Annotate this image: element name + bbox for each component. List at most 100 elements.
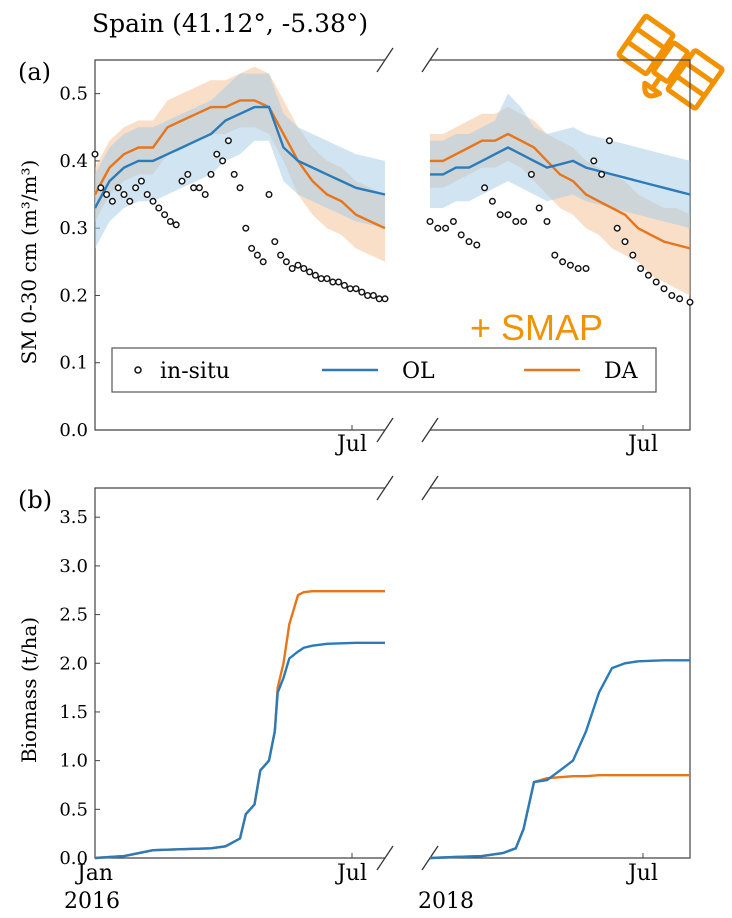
- insitu-point: [535, 204, 543, 212]
- insitu-point: [660, 285, 668, 293]
- ytick-label-1-3: 1.5: [59, 702, 88, 723]
- legend: in-situ OL DA: [111, 347, 657, 393]
- insitu-point: [644, 271, 652, 279]
- line-da-0-1: [430, 132, 691, 250]
- insitu-point: [259, 258, 267, 266]
- ytick-label-1-1: 0.5: [59, 799, 88, 820]
- ytick-label-0-1: 0.1: [59, 353, 88, 374]
- insitu-point: [340, 281, 348, 289]
- insitu-point: [543, 217, 551, 225]
- insitu-point: [465, 238, 473, 246]
- line-ol-0-1: [430, 146, 691, 196]
- insitu-point: [195, 184, 203, 192]
- line-da-0-0: [93, 99, 386, 230]
- ytick-label-1-5: 2.5: [59, 605, 88, 626]
- insitu-point: [559, 258, 567, 266]
- insitu-point: [668, 292, 676, 300]
- band-da-0-0: [95, 66, 385, 262]
- insitu-point: [282, 258, 290, 266]
- line-ol-0-0: [93, 105, 386, 209]
- insitu-point: [686, 298, 694, 306]
- insitu-point: [132, 184, 140, 192]
- insitu-point: [481, 184, 489, 192]
- insitu-point: [277, 251, 285, 259]
- insitu-point: [346, 285, 354, 293]
- insitu-point: [488, 197, 496, 205]
- axis-break-mark-0-2: [421, 47, 439, 73]
- insitu-point: [311, 271, 319, 279]
- insitu-point: [172, 221, 180, 229]
- insitu-point: [496, 211, 504, 219]
- insitu-point: [207, 170, 215, 178]
- insitu-point: [426, 217, 434, 225]
- insitu-point: [300, 265, 308, 273]
- insitu-point: [201, 190, 209, 198]
- legend-label-ol: OL: [402, 359, 435, 384]
- insitu-point: [248, 244, 256, 252]
- insitu-point: [369, 292, 377, 300]
- smap-label: + SMAP: [470, 307, 603, 348]
- xtick-b-jan: Jan: [75, 861, 113, 886]
- insitu-point: [91, 150, 99, 158]
- insitu-point: [224, 137, 232, 145]
- insitu-point: [137, 177, 145, 185]
- insitu-point: [219, 157, 227, 165]
- insitu-point: [317, 275, 325, 283]
- insitu-point: [143, 190, 151, 198]
- insitu-point: [621, 238, 629, 246]
- line-ol-1-1: [429, 659, 690, 860]
- xtick-b-2018-jul: Jul: [626, 861, 658, 886]
- ytick-label-1-4: 2.0: [59, 653, 88, 674]
- panel-label-b: (b): [18, 486, 52, 514]
- ytick-label-0-2: 0.2: [59, 285, 88, 306]
- insitu-point: [574, 265, 582, 273]
- insitu-point: [676, 295, 684, 303]
- insitu-point: [434, 224, 442, 232]
- line-da-1-0: [94, 590, 385, 860]
- ytick-label-0-5: 0.5: [59, 84, 88, 105]
- ytick-label-1-6: 3.0: [59, 556, 88, 577]
- insitu-point: [613, 224, 621, 232]
- insitu-point: [605, 137, 613, 145]
- insitu-point: [213, 150, 221, 158]
- insitu-point: [242, 224, 250, 232]
- insitu-point: [294, 261, 302, 269]
- legend-label-insitu: in-situ: [160, 359, 230, 384]
- insitu-point: [230, 170, 238, 178]
- ytick-label-0-4: 0.4: [59, 151, 88, 172]
- insitu-point: [190, 184, 198, 192]
- insitu-point: [442, 224, 450, 232]
- ylabel-a: SM 0-30 cm (m³/m³): [17, 160, 41, 365]
- insitu-point: [253, 251, 261, 259]
- line-da-1-1: [429, 774, 690, 860]
- xtick-b-2016-jul: Jul: [335, 861, 367, 886]
- legend-label-da: DA: [604, 359, 639, 384]
- insitu-point: [161, 211, 169, 219]
- axis-frame-1-1: [430, 487, 691, 859]
- insitu-point: [114, 184, 122, 192]
- satellite-icon: [616, 13, 725, 111]
- legend-marker-insitu: [134, 366, 142, 374]
- insitu-point: [629, 251, 637, 259]
- panel-label-a: (a): [18, 58, 51, 86]
- insitu-point: [306, 268, 314, 276]
- insitu-point: [512, 217, 520, 225]
- panel-a: 0.0 0.1 0.2 0.3 0.4 0.5: [59, 47, 694, 443]
- axis-break-mark-0-3: [421, 417, 439, 443]
- insitu-point: [637, 265, 645, 273]
- insitu-point: [335, 278, 343, 286]
- axis-break-mark-1-0: [376, 475, 394, 501]
- insitu-point: [582, 265, 590, 273]
- insitu-point: [236, 184, 244, 192]
- ylabel-b: Biomass (t/ha): [17, 617, 41, 763]
- insitu-point: [155, 204, 163, 212]
- insitu-point: [566, 261, 574, 269]
- insitu-point: [178, 177, 186, 185]
- ytick-label-1-2: 1.0: [59, 751, 88, 772]
- xtick-a-2018-jul: Jul: [626, 432, 658, 457]
- insitu-point: [108, 197, 116, 205]
- insitu-point: [358, 288, 366, 296]
- axis-break-mark-1-1: [376, 845, 394, 871]
- axis-frame-1-0: [94, 487, 385, 859]
- insitu-point: [97, 184, 105, 192]
